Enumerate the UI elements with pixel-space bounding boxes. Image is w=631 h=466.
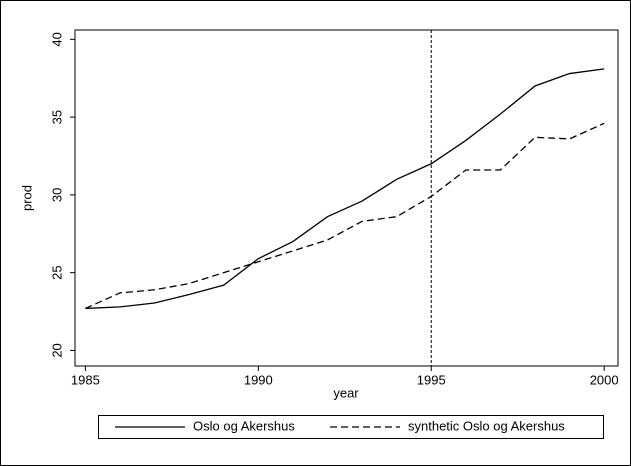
x-tick-label: 1995 [417, 372, 446, 387]
x-axis-label: year [333, 385, 359, 400]
series-line [85, 68, 605, 310]
y-tick-label: 20 [49, 343, 64, 357]
y-tick-label: 30 [49, 188, 64, 202]
x-tick-label: 1990 [244, 372, 273, 387]
legend-box [98, 415, 604, 439]
plot-frame [74, 29, 619, 367]
y-tick-label: 40 [49, 32, 64, 46]
y-tick-label: 35 [49, 110, 64, 124]
x-tick-label: 1985 [71, 372, 100, 387]
y-tick-label: 25 [49, 265, 64, 279]
series-line [85, 122, 605, 310]
legend-label: Oslo og Akershus [193, 418, 295, 433]
x-tick-label: 2000 [590, 372, 619, 387]
y-axis-label: prod [19, 185, 34, 211]
legend-label: synthetic Oslo og Akershus [408, 418, 565, 433]
